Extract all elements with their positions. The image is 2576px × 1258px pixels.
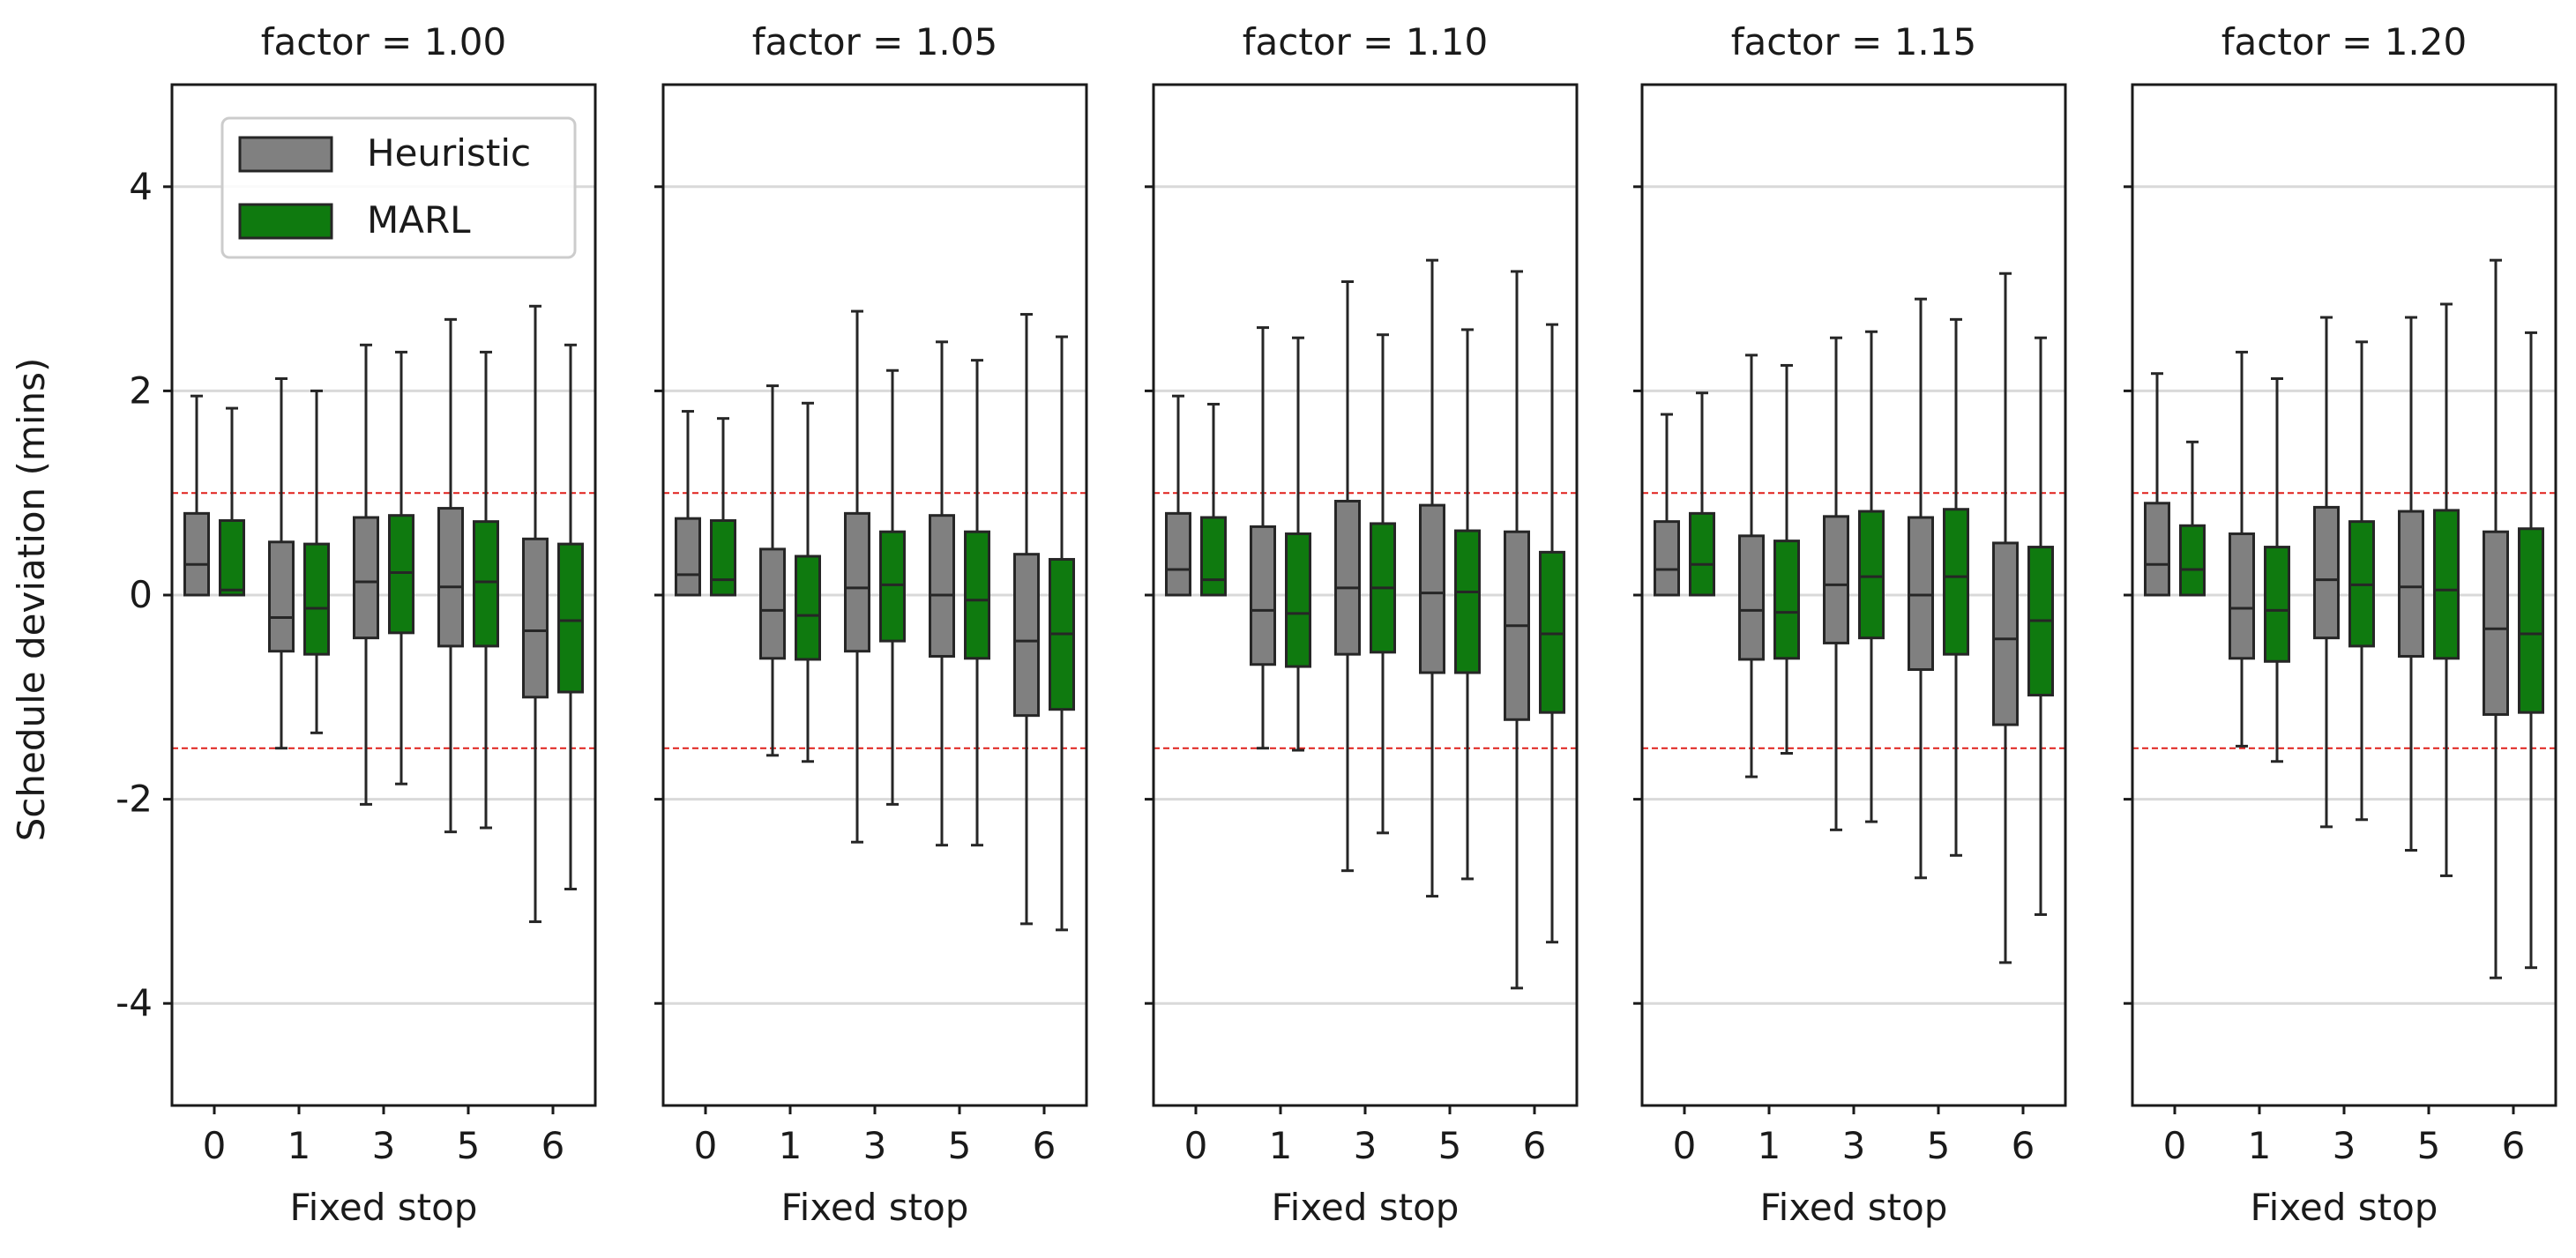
panel-title: factor = 1.15 xyxy=(1731,20,1976,63)
heuristic-box xyxy=(2483,530,2509,716)
marl-box xyxy=(2518,527,2544,714)
x-tick-label: 5 xyxy=(1438,1124,1462,1167)
x-tick-label: 1 xyxy=(779,1124,803,1167)
marl-box xyxy=(1943,508,1969,656)
x-tick-label: 0 xyxy=(1673,1124,1697,1167)
x-tick-label: 6 xyxy=(1033,1124,1057,1167)
heuristic-box xyxy=(2313,505,2340,640)
x-tick-label: 0 xyxy=(2163,1124,2187,1167)
x-tick-label: 5 xyxy=(948,1124,972,1167)
marl-box xyxy=(2433,509,2460,660)
x-tick-label: 3 xyxy=(2333,1124,2356,1167)
marl-box xyxy=(1858,510,1885,640)
heuristic-box xyxy=(268,540,295,653)
x-tick-label: 1 xyxy=(2248,1124,2272,1167)
panel-title: factor = 1.05 xyxy=(752,20,997,63)
x-tick-label: 3 xyxy=(1354,1124,1378,1167)
marl-box xyxy=(795,555,821,661)
marl-box xyxy=(964,530,990,660)
x-tick-label: 6 xyxy=(2012,1124,2035,1167)
x-tick-label: 6 xyxy=(541,1124,565,1167)
heuristic-box xyxy=(1419,503,1445,674)
y-tick-label: -2 xyxy=(116,778,153,821)
marl-box xyxy=(710,518,736,597)
heuristic-box xyxy=(1992,541,2019,726)
x-tick-label: 3 xyxy=(1842,1124,1866,1167)
heuristic-box xyxy=(1823,515,1849,644)
marl-box xyxy=(219,518,245,597)
x-tick-label: 6 xyxy=(1523,1124,1547,1167)
heuristic-box xyxy=(929,514,955,658)
heuristic-box xyxy=(675,517,701,597)
x-tick-label: 3 xyxy=(863,1124,887,1167)
x-tick-label: 5 xyxy=(457,1124,481,1167)
legend-swatch-heuristic xyxy=(238,136,333,173)
heuristic-box xyxy=(1654,520,1680,597)
marl-box xyxy=(879,530,906,643)
marl-box xyxy=(2179,524,2206,597)
x-axis-label: Fixed stop xyxy=(1272,1186,1460,1229)
y-tick-label: 2 xyxy=(129,368,153,412)
marl-box xyxy=(1454,529,1481,674)
x-tick-label: 5 xyxy=(1927,1124,1951,1167)
heuristic-box xyxy=(844,511,870,653)
y-tick-label: 0 xyxy=(129,573,153,616)
x-axis-label: Fixed stop xyxy=(781,1186,969,1229)
x-tick-label: 5 xyxy=(2417,1124,2441,1167)
heuristic-box xyxy=(1908,516,1934,672)
x-tick-label: 1 xyxy=(1758,1124,1781,1167)
marl-box xyxy=(1773,540,1800,660)
legend-label-heuristic: Heuristic xyxy=(367,131,531,175)
marl-box xyxy=(1689,511,1715,597)
x-tick-label: 3 xyxy=(372,1124,396,1167)
x-tick-label: 6 xyxy=(2502,1124,2526,1167)
x-tick-label: 0 xyxy=(1184,1124,1208,1167)
heuristic-box xyxy=(522,537,549,699)
y-tick-label: 4 xyxy=(129,165,153,208)
heuristic-box xyxy=(353,516,379,640)
panel-title: factor = 1.20 xyxy=(2221,20,2467,63)
heuristic-box xyxy=(1165,511,1191,597)
heuristic-box xyxy=(2144,502,2170,597)
marl-box xyxy=(557,542,584,694)
x-axis-label: Fixed stop xyxy=(290,1186,478,1229)
x-tick-label: 0 xyxy=(694,1124,718,1167)
heuristic-box xyxy=(183,511,210,597)
heuristic-box xyxy=(437,507,464,648)
marl-box xyxy=(388,514,414,635)
heuristic-box xyxy=(1334,499,1361,656)
y-tick-label: -4 xyxy=(116,981,153,1024)
legend-label-marl: MARL xyxy=(367,198,471,242)
heuristic-box xyxy=(759,547,786,660)
heuristic-box xyxy=(1013,553,1040,718)
panel-title: factor = 1.00 xyxy=(261,20,506,63)
x-tick-label: 1 xyxy=(287,1124,311,1167)
marl-box xyxy=(2264,546,2290,663)
marl-box xyxy=(1200,516,1227,597)
y-axis-label: Schedule deviation (mins) xyxy=(10,358,53,842)
marl-box xyxy=(303,542,330,656)
heuristic-box xyxy=(1250,525,1276,666)
x-axis-label: Fixed stop xyxy=(1760,1186,1948,1229)
x-tick-label: 0 xyxy=(203,1124,227,1167)
legend-swatch-marl xyxy=(238,203,333,240)
heuristic-box xyxy=(1738,534,1765,661)
heuristic-box xyxy=(2229,532,2255,660)
heuristic-box xyxy=(2398,510,2424,658)
x-tick-label: 1 xyxy=(1269,1124,1293,1167)
x-axis-label: Fixed stop xyxy=(2251,1186,2438,1229)
panel-title: factor = 1.10 xyxy=(1243,20,1488,63)
marl-box xyxy=(473,520,499,648)
marl-box xyxy=(1539,550,1565,714)
marl-box xyxy=(1285,532,1311,668)
